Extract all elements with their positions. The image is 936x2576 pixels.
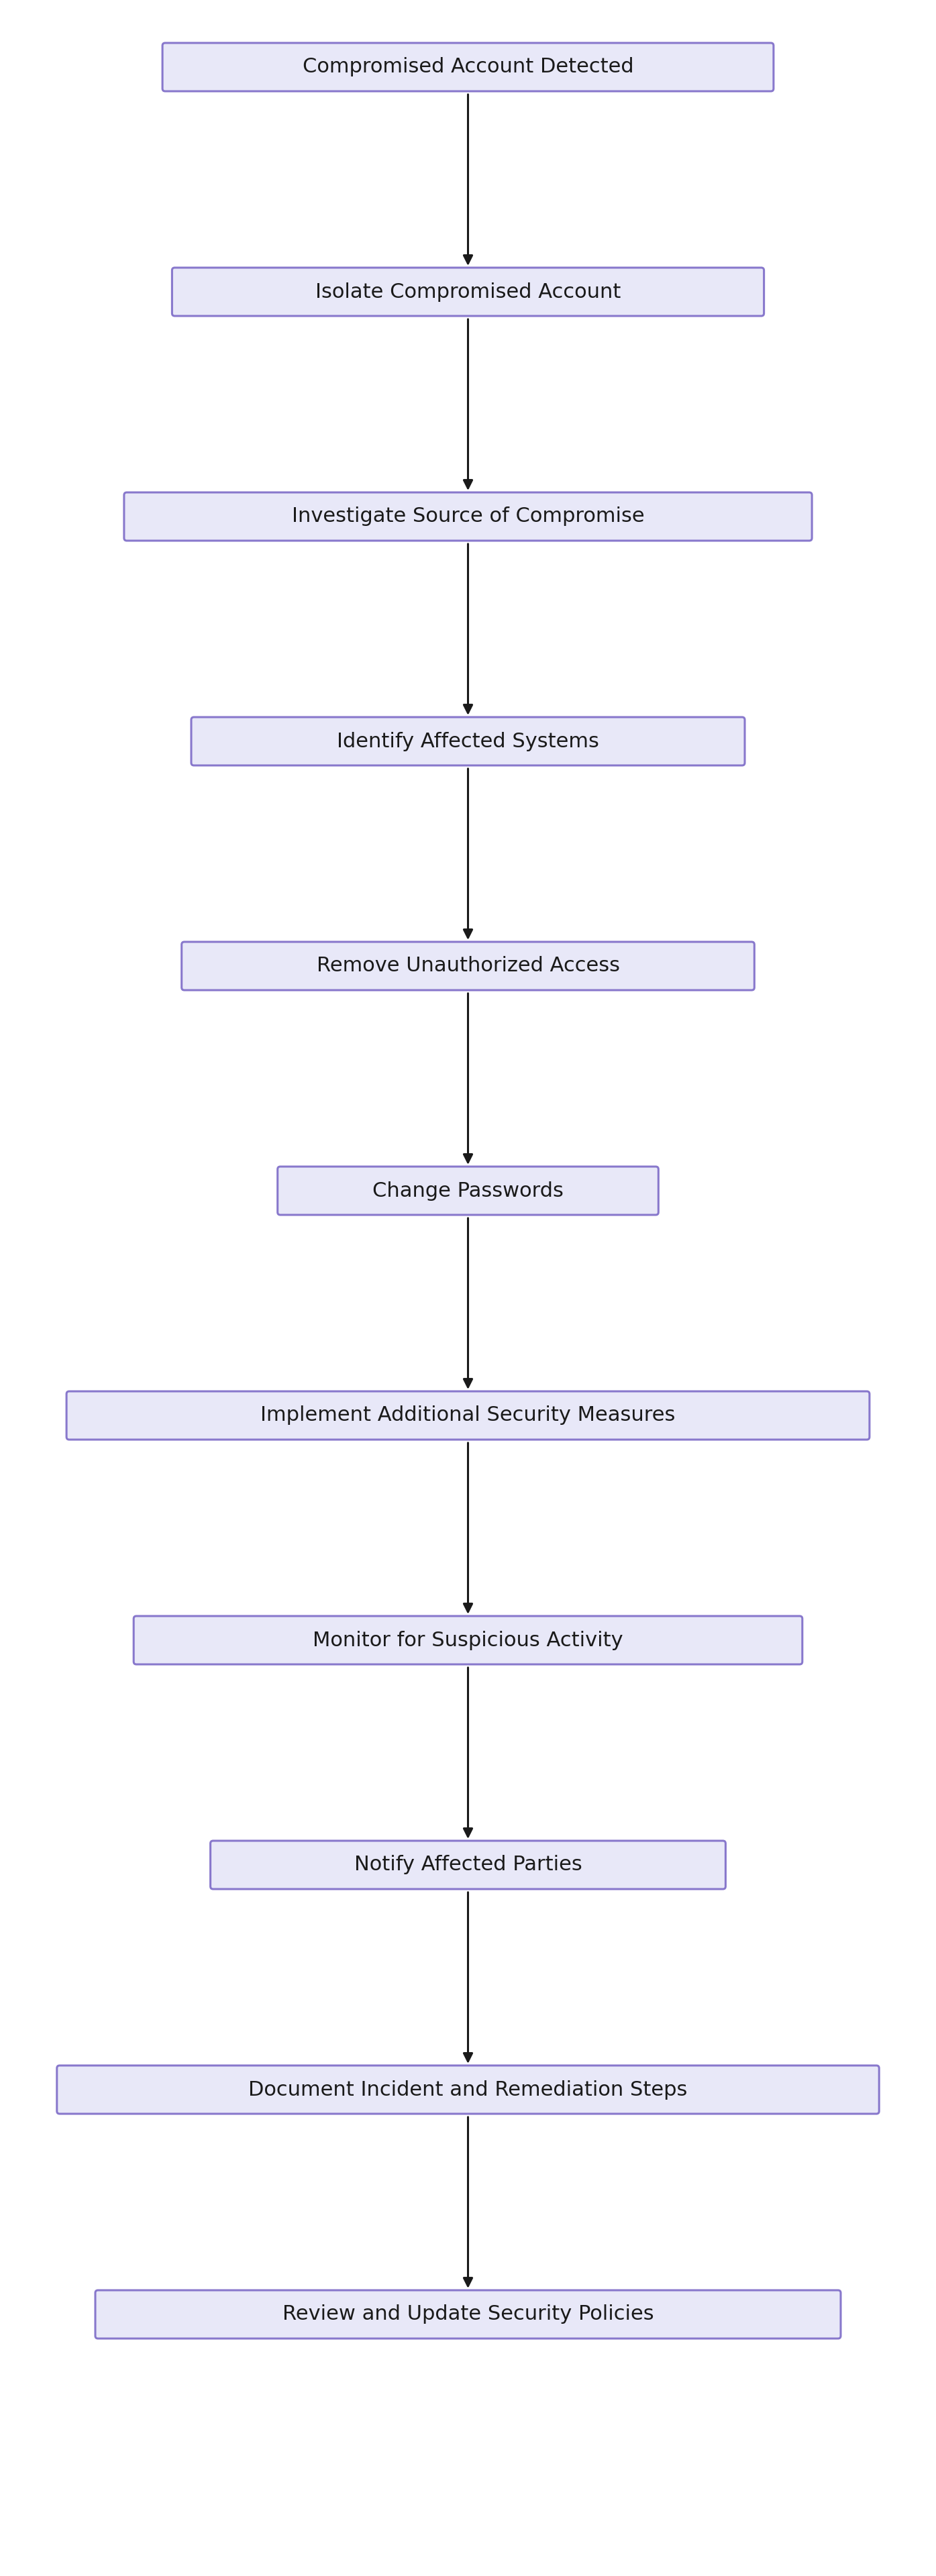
Text: Notify Affected Parties: Notify Affected Parties	[354, 1855, 582, 1875]
Text: Document Incident and Remediation Steps: Document Incident and Remediation Steps	[248, 2079, 688, 2099]
FancyBboxPatch shape	[191, 716, 745, 765]
FancyBboxPatch shape	[182, 943, 754, 989]
Text: Monitor for Suspicious Activity: Monitor for Suspicious Activity	[313, 1631, 623, 1649]
Text: Identify Affected Systems: Identify Affected Systems	[337, 732, 599, 752]
FancyBboxPatch shape	[278, 1167, 658, 1216]
Text: Implement Additional Security Measures: Implement Additional Security Measures	[260, 1406, 676, 1425]
Text: Isolate Compromised Account: Isolate Compromised Account	[315, 283, 621, 301]
Text: Compromised Account Detected: Compromised Account Detected	[302, 57, 634, 77]
FancyBboxPatch shape	[211, 1842, 725, 1888]
FancyBboxPatch shape	[57, 2066, 879, 2115]
Text: Investigate Source of Compromise: Investigate Source of Compromise	[292, 507, 644, 526]
Text: Change Passwords: Change Passwords	[373, 1180, 563, 1200]
FancyBboxPatch shape	[163, 44, 773, 90]
FancyBboxPatch shape	[172, 268, 764, 317]
FancyBboxPatch shape	[124, 492, 812, 541]
Text: Remove Unauthorized Access: Remove Unauthorized Access	[316, 956, 620, 976]
FancyBboxPatch shape	[134, 1615, 802, 1664]
FancyBboxPatch shape	[95, 2290, 841, 2339]
Text: Review and Update Security Policies: Review and Update Security Policies	[283, 2306, 653, 2324]
FancyBboxPatch shape	[66, 1391, 870, 1440]
